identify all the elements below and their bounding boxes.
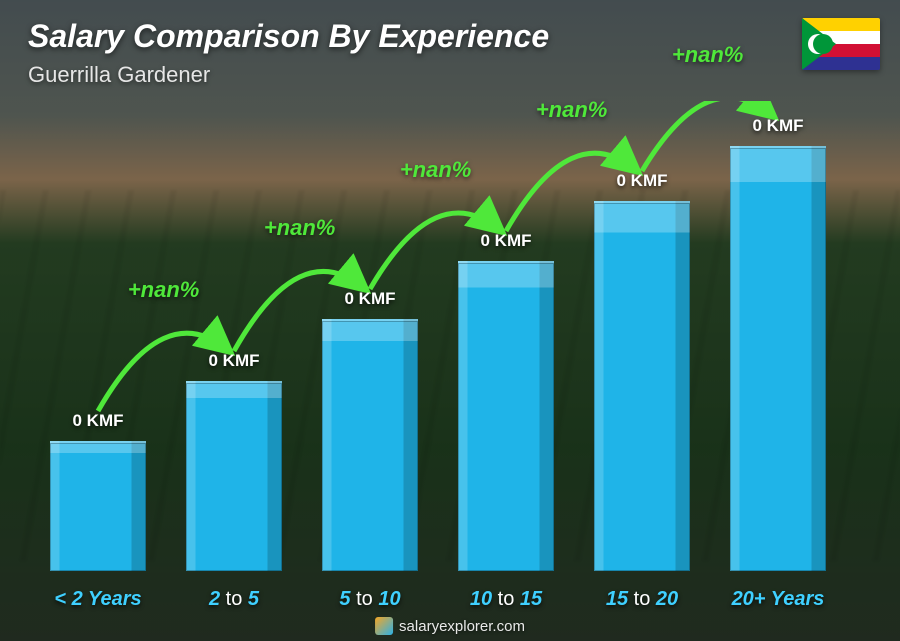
bar-value-label: 0 KMF	[753, 116, 804, 136]
watermark: salaryexplorer.com	[375, 617, 525, 635]
bar-value-label: 0 KMF	[73, 411, 124, 431]
chart-title: Salary Comparison By Experience	[28, 18, 549, 55]
x-axis-labels: < 2 Years 2 to 5 5 to 10 10 to 15 15 to 20 20…	[30, 581, 850, 611]
pct-label: +nan%	[536, 97, 608, 123]
bar-chart: 0 KMF 0 KMF +nan% 0 KMF +nan% 0 KMF +nan% 0 KMF…	[30, 101, 850, 571]
bar-slot	[322, 319, 418, 571]
bar-slot	[594, 201, 690, 571]
watermark-logo-icon	[375, 617, 393, 635]
watermark-text: salaryexplorer.com	[399, 618, 525, 635]
pct-label: +nan%	[400, 157, 472, 183]
bar	[50, 441, 146, 571]
x-axis-label: < 2 Years	[54, 588, 141, 611]
bar-slot	[730, 146, 826, 571]
bar-value-label: 0 KMF	[481, 231, 532, 251]
chart-canvas: Salary Comparison By Experience Guerrill…	[0, 0, 900, 641]
bar	[730, 146, 826, 571]
x-axis-label: 2 to 5	[209, 588, 259, 611]
bar-value-label: 0 KMF	[617, 171, 668, 191]
x-axis-label: 15 to 20	[606, 588, 678, 611]
bar-slot	[186, 381, 282, 571]
bar-value-label: 0 KMF	[345, 289, 396, 309]
bar	[458, 261, 554, 571]
x-axis-label: 5 to 10	[339, 588, 400, 611]
x-axis-label: 20+ Years	[732, 588, 825, 611]
pct-label: +nan%	[672, 42, 744, 68]
chart-subtitle: Guerrilla Gardener	[28, 62, 210, 88]
bar-value-label: 0 KMF	[209, 351, 260, 371]
bar	[322, 319, 418, 571]
bar-slot	[50, 441, 146, 571]
bar	[594, 201, 690, 571]
country-flag	[802, 18, 880, 70]
pct-label: +nan%	[128, 277, 200, 303]
bar-slot	[458, 261, 554, 571]
bar	[186, 381, 282, 571]
x-axis-label: 10 to 15	[470, 588, 542, 611]
flag-crescent	[808, 34, 828, 54]
pct-label: +nan%	[264, 215, 336, 241]
